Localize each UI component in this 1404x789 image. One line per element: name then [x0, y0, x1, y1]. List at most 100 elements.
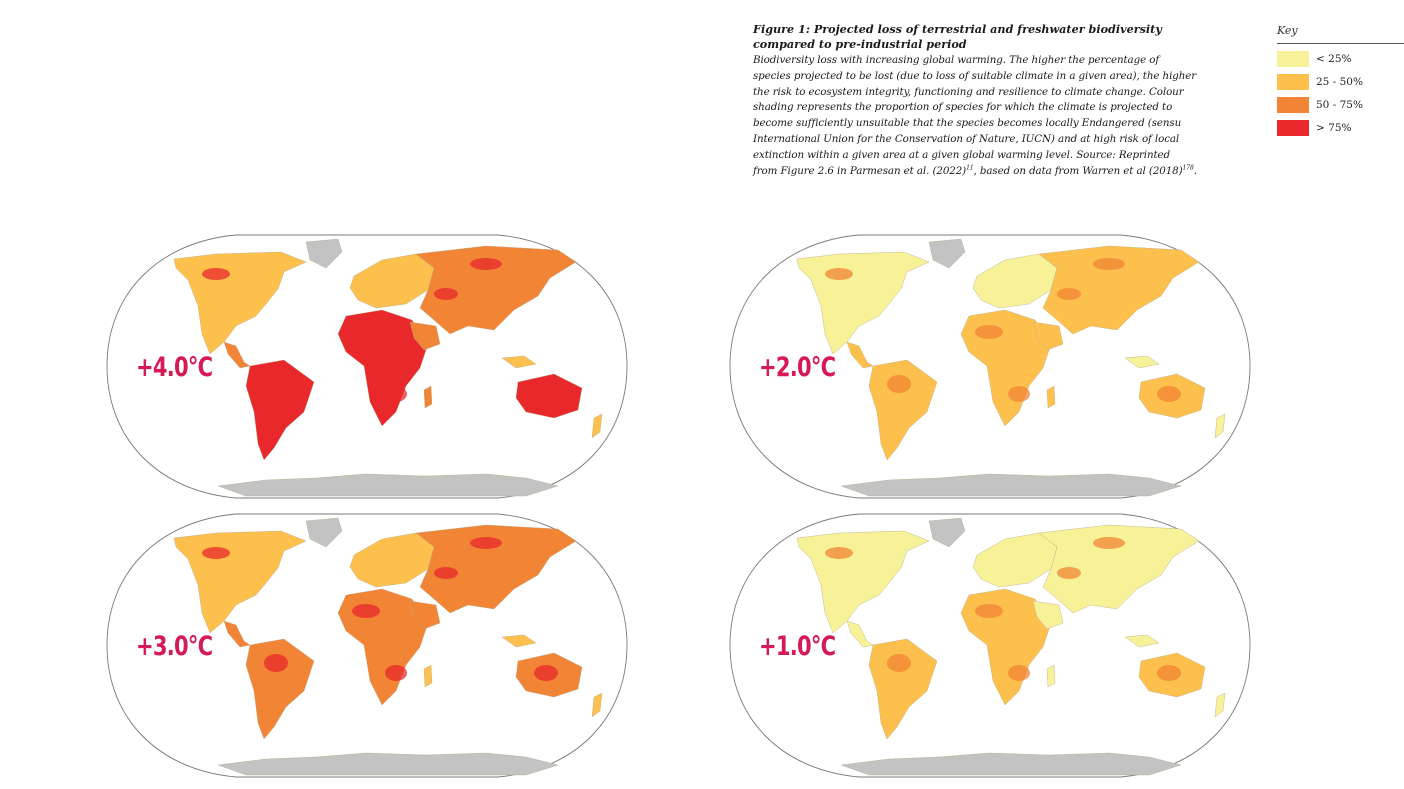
- continent-arabia: [409, 600, 441, 630]
- legend-label: > 75%: [1316, 122, 1352, 134]
- continent-madagascar: [423, 385, 433, 409]
- description-line: become sufficiently unsuitable that the …: [753, 117, 1182, 130]
- loss-hotspot: [1057, 567, 1081, 579]
- legend-item: 25 - 50%: [1277, 74, 1404, 90]
- description-line: , based on data from Warren et al (2018): [973, 164, 1183, 177]
- loss-hotspot: [434, 567, 458, 579]
- loss-hotspot: [264, 375, 288, 393]
- loss-hotspot: [975, 325, 1003, 339]
- legend-swatch: [1277, 74, 1309, 90]
- continent-asia: [1038, 524, 1200, 614]
- loss-hotspot: [534, 665, 558, 681]
- continent-greenland: [928, 238, 966, 269]
- loss-hotspot: [887, 654, 911, 672]
- loss-hotspot: [825, 268, 853, 280]
- legend-item: > 75%: [1277, 120, 1404, 136]
- loss-hotspot: [825, 547, 853, 559]
- continent-antarctica: [217, 473, 559, 497]
- loss-hotspot: [385, 386, 407, 402]
- description-line: International Union for the Conservation…: [753, 132, 1180, 145]
- continent-new-zealand: [591, 692, 603, 718]
- loss-hotspot: [470, 537, 502, 549]
- figure-title-line: Figure 1: Projected loss of terrestrial …: [753, 22, 1162, 36]
- continent-africa: [960, 309, 1052, 427]
- continent-asia: [1038, 245, 1200, 335]
- figure-caption: Figure 1: Projected loss of terrestrial …: [753, 22, 1233, 179]
- continents: [796, 238, 1226, 497]
- world-map: +4.0°C: [106, 234, 628, 499]
- legend-label: 50 - 75%: [1316, 99, 1363, 111]
- description-line: Biodiversity loss with increasing global…: [753, 54, 1160, 66]
- continent-antarctica: [840, 752, 1182, 776]
- description-line: from Figure 2.6 in Parmesan et al. (2022…: [753, 164, 967, 177]
- continent-south-america: [245, 359, 315, 461]
- legend-swatch: [1277, 120, 1309, 136]
- warming-level-label: +4.0°C: [136, 352, 213, 383]
- loss-hotspot: [385, 665, 407, 681]
- figure-title: Figure 1: Projected loss of terrestrial …: [753, 22, 1233, 52]
- continent-arabia: [1032, 321, 1064, 351]
- world-map: +1.0°C: [729, 513, 1251, 778]
- continent-europe: [349, 532, 435, 588]
- loss-hotspot: [1093, 258, 1125, 270]
- figure-description: Biodiversity loss with increasing global…: [753, 53, 1233, 179]
- continent-greenland: [305, 517, 343, 548]
- continent-indonesia: [501, 355, 537, 369]
- continent-south-america: [868, 359, 938, 461]
- legend-key: Key < 25% 25 - 50% 50 - 75% > 75%: [1277, 24, 1404, 136]
- continent-south-america: [868, 638, 938, 740]
- continent-madagascar: [1046, 664, 1056, 688]
- continent-arabia: [409, 321, 441, 351]
- continent-madagascar: [423, 664, 433, 688]
- citation-reference: 11: [966, 164, 974, 172]
- loss-hotspot: [1008, 665, 1030, 681]
- legend-label: 25 - 50%: [1316, 76, 1363, 88]
- continent-africa: [960, 588, 1052, 706]
- continent-asia: [415, 524, 577, 614]
- description-line: the risk to ecosystem integrity, functio…: [753, 85, 1184, 98]
- world-map: +2.0°C: [729, 234, 1251, 499]
- continent-indonesia: [1124, 634, 1160, 648]
- continent-new-zealand: [1214, 692, 1226, 718]
- legend-swatch: [1277, 51, 1309, 67]
- world-map: +3.0°C: [106, 513, 628, 778]
- continents: [173, 238, 603, 497]
- warming-level-label: +1.0°C: [759, 631, 836, 662]
- continent-europe: [349, 253, 435, 309]
- legend-item: 50 - 75%: [1277, 97, 1404, 113]
- continent-greenland: [928, 517, 966, 548]
- loss-hotspot: [352, 604, 380, 618]
- continents: [796, 517, 1226, 776]
- continent-new-zealand: [591, 413, 603, 439]
- description-line: species projected to be lost (due to los…: [753, 69, 1197, 82]
- loss-hotspot: [202, 268, 230, 280]
- loss-hotspot: [1093, 537, 1125, 549]
- continent-africa: [337, 588, 429, 706]
- figure-title-line: compared to pre-industrial period: [753, 37, 967, 51]
- loss-hotspot: [1057, 288, 1081, 300]
- loss-hotspot: [534, 386, 558, 402]
- continent-south-america: [245, 638, 315, 740]
- continent-indonesia: [501, 634, 537, 648]
- map-canvas: [729, 234, 1251, 499]
- continent-africa: [337, 309, 429, 427]
- continent-madagascar: [1046, 385, 1056, 409]
- continent-europe: [972, 253, 1058, 309]
- loss-hotspot: [1008, 386, 1030, 402]
- loss-hotspot: [434, 288, 458, 300]
- continent-antarctica: [217, 752, 559, 776]
- loss-hotspot: [975, 604, 1003, 618]
- warming-level-label: +3.0°C: [136, 631, 213, 662]
- loss-hotspot: [264, 654, 288, 672]
- continent-arabia: [1032, 600, 1064, 630]
- continent-antarctica: [840, 473, 1182, 497]
- description-line: shading represents the proportion of spe…: [753, 101, 1173, 114]
- map-canvas: [729, 513, 1251, 778]
- description-line: .: [1193, 164, 1197, 177]
- continent-asia: [415, 245, 577, 335]
- loss-hotspot: [202, 547, 230, 559]
- legend-label: < 25%: [1316, 53, 1352, 65]
- loss-hotspot: [1157, 386, 1181, 402]
- loss-hotspot: [1157, 665, 1181, 681]
- description-line: extinction within a given area at a give…: [753, 148, 1171, 161]
